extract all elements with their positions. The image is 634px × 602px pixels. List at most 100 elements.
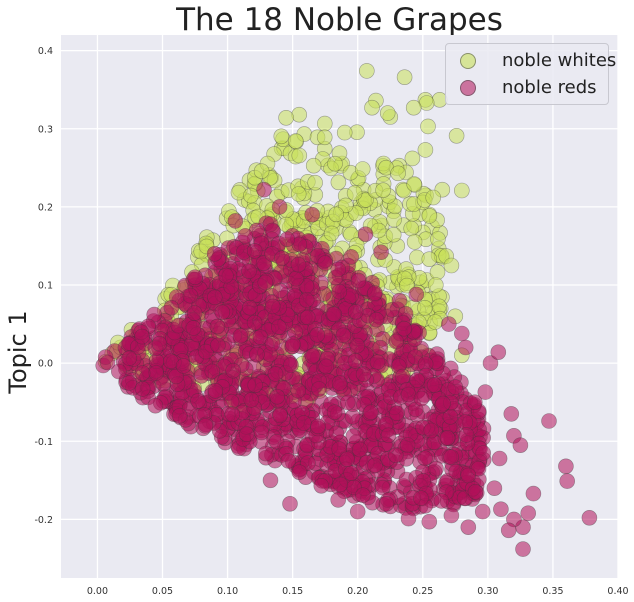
- data-point: [299, 309, 316, 326]
- data-point: [307, 174, 323, 191]
- data-point: [232, 328, 249, 344]
- x-tick-label: 0.15: [282, 586, 303, 597]
- legend-marker-noble-reds: [460, 80, 476, 96]
- data-point: [224, 406, 241, 423]
- data-point: [378, 495, 395, 512]
- data-point: [271, 199, 288, 215]
- data-point: [267, 366, 284, 382]
- data-point: [331, 375, 348, 391]
- data-point: [443, 507, 460, 524]
- data-point: [316, 129, 333, 146]
- y-tick-label: 0.0: [38, 359, 53, 370]
- data-point: [400, 386, 417, 403]
- data-point: [253, 163, 270, 179]
- data-point: [246, 314, 263, 331]
- legend-item-noble-whites: noble whites: [446, 49, 616, 75]
- data-point: [428, 460, 444, 477]
- data-point: [264, 335, 281, 352]
- data-point: [339, 451, 355, 468]
- data-point: [326, 404, 343, 421]
- data-point: [238, 426, 255, 443]
- data-point: [427, 314, 443, 330]
- data-point: [309, 326, 326, 343]
- data-point: [343, 249, 360, 265]
- data-point: [134, 365, 151, 381]
- data-point: [373, 244, 389, 260]
- data-point: [241, 263, 257, 279]
- y-tick-label: 0.1: [38, 281, 53, 292]
- data-point: [447, 379, 464, 395]
- data-point: [99, 354, 116, 371]
- data-point: [253, 424, 270, 441]
- data-point: [247, 377, 263, 394]
- data-point: [355, 487, 371, 504]
- data-point: [313, 477, 330, 494]
- data-point: [257, 274, 274, 291]
- data-point: [396, 69, 413, 85]
- data-point: [458, 427, 475, 443]
- data-point: [403, 220, 420, 237]
- data-point: [379, 105, 396, 121]
- data-point: [346, 185, 363, 201]
- data-point: [326, 306, 343, 323]
- data-point: [279, 231, 296, 247]
- data-point: [391, 292, 408, 309]
- data-point: [335, 327, 352, 344]
- data-point: [404, 150, 421, 167]
- data-point: [348, 205, 364, 221]
- data-point: [134, 381, 151, 397]
- data-point: [310, 418, 326, 435]
- data-point: [453, 325, 470, 342]
- data-point: [283, 357, 299, 373]
- data-point: [242, 299, 258, 316]
- data-point: [121, 350, 138, 366]
- data-point: [369, 354, 386, 370]
- data-point: [295, 415, 312, 431]
- data-point: [406, 234, 423, 250]
- data-point: [264, 298, 281, 315]
- data-point: [190, 393, 206, 409]
- data-point: [270, 319, 287, 335]
- data-point: [163, 299, 180, 316]
- data-point: [581, 509, 598, 526]
- data-point: [331, 283, 348, 300]
- data-point: [486, 480, 503, 497]
- data-point: [206, 246, 223, 262]
- data-point: [257, 445, 274, 462]
- data-point: [168, 368, 184, 385]
- data-point: [408, 286, 425, 303]
- y-tick-label: -0.1: [34, 437, 53, 448]
- legend-label-noble-whites: noble whites: [502, 50, 617, 71]
- data-point: [400, 510, 417, 527]
- data-point: [520, 505, 537, 522]
- data-point: [273, 128, 290, 145]
- data-point: [466, 394, 483, 411]
- data-point: [417, 142, 434, 158]
- data-point: [243, 392, 260, 408]
- data-point: [435, 395, 451, 412]
- data-point: [439, 429, 456, 446]
- data-point: [417, 450, 433, 467]
- data-point: [280, 452, 297, 469]
- x-axis-ticks: 0.00 0.05 0.10 0.15 0.20 0.25 0.30 0.35 0.40: [87, 586, 629, 597]
- data-point: [330, 492, 347, 508]
- data-point: [399, 277, 415, 294]
- data-point: [272, 407, 288, 424]
- data-point: [287, 133, 304, 149]
- data-point: [443, 257, 460, 274]
- legend-marker-noble-whites: [460, 53, 476, 69]
- data-point: [503, 406, 520, 422]
- data-point: [421, 208, 438, 224]
- data-point: [448, 128, 465, 144]
- data-point: [349, 503, 366, 520]
- data-point: [385, 226, 402, 243]
- data-point: [388, 333, 405, 350]
- data-point: [298, 292, 315, 308]
- data-point: [332, 476, 349, 493]
- data-point: [291, 106, 308, 123]
- series-noble-reds: [95, 181, 598, 557]
- data-point: [475, 445, 492, 461]
- data-point: [197, 418, 214, 434]
- data-point: [417, 299, 433, 316]
